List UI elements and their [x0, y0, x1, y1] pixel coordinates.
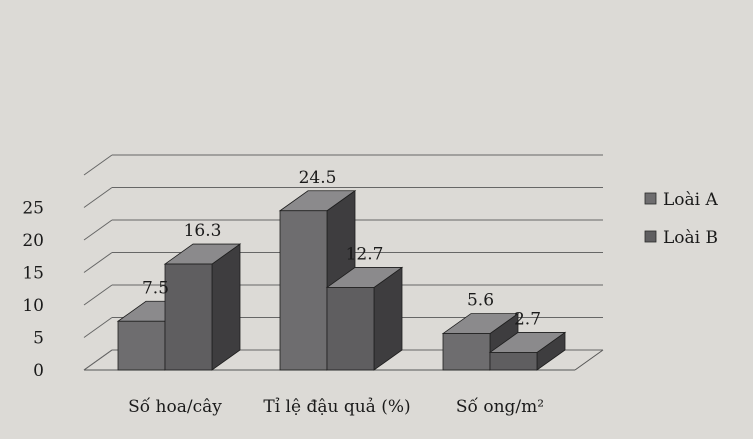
gridline-diagonal — [83, 252, 113, 273]
data-label: 16.3 — [184, 221, 222, 241]
bars — [116, 189, 567, 371]
data-label: 2.7 — [514, 309, 541, 329]
category-label: Số ong/m² — [456, 397, 544, 417]
category-label: Số hoa/cây — [128, 397, 222, 417]
data-label: 5.6 — [467, 291, 494, 311]
legend-label-series-a: Loài A — [663, 190, 719, 210]
category-label: Tỉ lệ đậu quả (%) — [263, 397, 410, 417]
y-tick-label: 5 — [33, 329, 44, 349]
y-tick-label: 20 — [22, 231, 44, 251]
legend: Loài A Loài B — [644, 190, 719, 248]
gridline-diagonal — [83, 349, 113, 371]
y-tick-label: 0 — [33, 361, 44, 381]
data-label: 24.5 — [299, 168, 337, 188]
bar — [488, 331, 567, 371]
legend-swatch-series-b — [644, 230, 657, 243]
gridline-diagonal — [83, 187, 113, 208]
y-tick-label: 15 — [22, 264, 44, 284]
bar — [163, 243, 242, 371]
bar — [325, 266, 404, 371]
data-labels: 7.5 16.3 24.5 12.7 5.6 2.7 — [142, 168, 541, 330]
data-label: 7.5 — [142, 278, 169, 298]
gridline-diagonal — [83, 154, 113, 176]
x-axis-depth-line — [574, 349, 604, 371]
gridline-diagonal — [83, 219, 113, 241]
legend-swatch-series-a — [644, 192, 657, 205]
gridline-diagonal — [83, 284, 113, 306]
gridline-diagonal — [83, 317, 113, 338]
legend-label-series-b: Loài B — [663, 228, 718, 248]
data-label: 12.7 — [346, 244, 384, 264]
y-tick-label: 25 — [22, 199, 44, 219]
y-tick-label: 10 — [22, 296, 44, 316]
y-axis-ticks: 0 5 10 15 20 25 — [22, 199, 44, 382]
category-labels: Số hoa/cây Tỉ lệ đậu quả (%) Số ong/m² — [128, 397, 544, 417]
